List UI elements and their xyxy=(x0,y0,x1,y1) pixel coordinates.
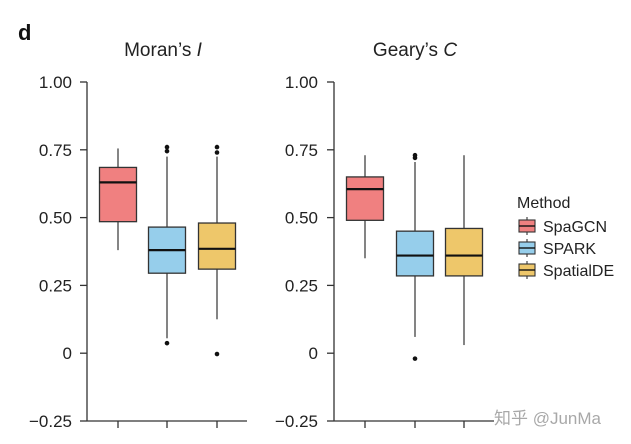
legend-label: SPARK xyxy=(543,241,596,258)
box-spark xyxy=(147,144,187,346)
outlier-point xyxy=(214,351,220,357)
legend-label: SpatialDE xyxy=(543,263,614,280)
outlier-point xyxy=(164,340,170,346)
plot-panel-morans-i: 1.00 0.75 0.50 0.25 0 −0.25 xyxy=(29,73,247,431)
iqr-box xyxy=(395,230,435,277)
iqr-box xyxy=(98,166,138,223)
y-tick-label: 1.00 xyxy=(285,73,318,92)
y-tick-label: 0 xyxy=(63,344,72,363)
legend-item-spatialde: SpatialDE xyxy=(518,261,614,280)
box-spark xyxy=(395,152,435,361)
y-tick-label: −0.25 xyxy=(29,412,72,431)
iqr-box xyxy=(345,176,385,221)
chart-title-morans-i: Moran’s I xyxy=(124,40,203,61)
y-tick-label: 0.75 xyxy=(39,141,72,160)
y-tick-label: 1.00 xyxy=(39,73,72,92)
legend-label: SpaGCN xyxy=(543,219,607,236)
outlier-point xyxy=(412,152,418,158)
outlier-point xyxy=(164,144,170,150)
y-tick-label: 0.75 xyxy=(285,141,318,160)
outlier-point xyxy=(214,150,220,155)
box-spagcn xyxy=(345,155,385,259)
panel-label: d xyxy=(18,20,31,45)
iqr-box xyxy=(197,222,237,270)
box-spatialde xyxy=(444,155,484,346)
legend-title: Method xyxy=(517,195,570,212)
legend-item-spark: SPARK xyxy=(518,239,596,258)
y-tick-label: 0 xyxy=(309,344,318,363)
y-tick-label: −0.25 xyxy=(275,412,318,431)
y-tick-label: 0.25 xyxy=(285,276,318,295)
legend-item-spagcn: SpaGCN xyxy=(518,217,607,236)
iqr-box xyxy=(444,227,484,277)
y-tick-label: 0.50 xyxy=(39,209,72,228)
outlier-point xyxy=(164,148,170,154)
plot-panel-gearys-c: 1.00 0.75 0.50 0.25 0 −0.25 xyxy=(275,73,494,431)
chart-title-gearys-c: Geary’s C xyxy=(373,40,457,61)
outlier-point xyxy=(214,144,220,150)
box-spagcn xyxy=(98,148,138,251)
y-tick-label: 0.50 xyxy=(285,209,318,228)
box-spatialde xyxy=(197,144,237,357)
legend: Method SpaGCN SPARK SpatialDE xyxy=(517,195,614,280)
y-tick-label: 0.25 xyxy=(39,276,72,295)
watermark: 知乎 @JunMa xyxy=(494,409,602,428)
outlier-point xyxy=(412,356,418,361)
